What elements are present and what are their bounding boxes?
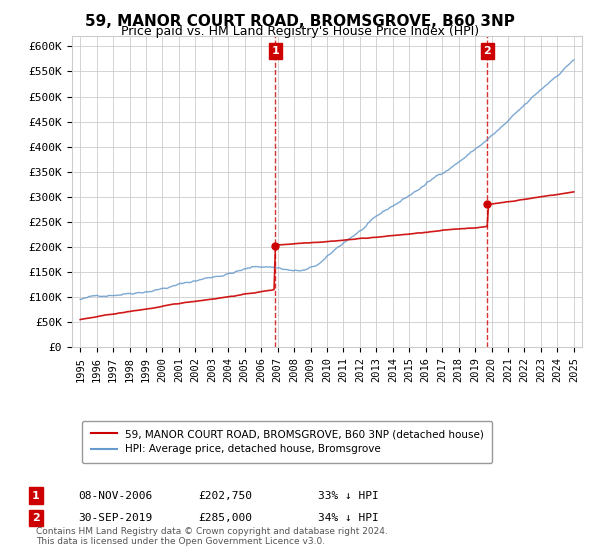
- Text: 59, MANOR COURT ROAD, BROMSGROVE, B60 3NP: 59, MANOR COURT ROAD, BROMSGROVE, B60 3N…: [85, 14, 515, 29]
- Text: 2: 2: [484, 46, 491, 56]
- Text: £202,750: £202,750: [198, 491, 252, 501]
- Text: 33% ↓ HPI: 33% ↓ HPI: [318, 491, 379, 501]
- Text: 1: 1: [32, 491, 40, 501]
- Text: Contains HM Land Registry data © Crown copyright and database right 2024.
This d: Contains HM Land Registry data © Crown c…: [36, 526, 388, 546]
- Text: 34% ↓ HPI: 34% ↓ HPI: [318, 513, 379, 523]
- Text: £285,000: £285,000: [198, 513, 252, 523]
- Legend: 59, MANOR COURT ROAD, BROMSGROVE, B60 3NP (detached house), HPI: Average price, : 59, MANOR COURT ROAD, BROMSGROVE, B60 3N…: [82, 421, 492, 463]
- Text: 1: 1: [271, 46, 279, 56]
- Text: 2: 2: [32, 513, 40, 523]
- Text: Price paid vs. HM Land Registry's House Price Index (HPI): Price paid vs. HM Land Registry's House …: [121, 25, 479, 38]
- Text: 30-SEP-2019: 30-SEP-2019: [78, 513, 152, 523]
- Text: 08-NOV-2006: 08-NOV-2006: [78, 491, 152, 501]
